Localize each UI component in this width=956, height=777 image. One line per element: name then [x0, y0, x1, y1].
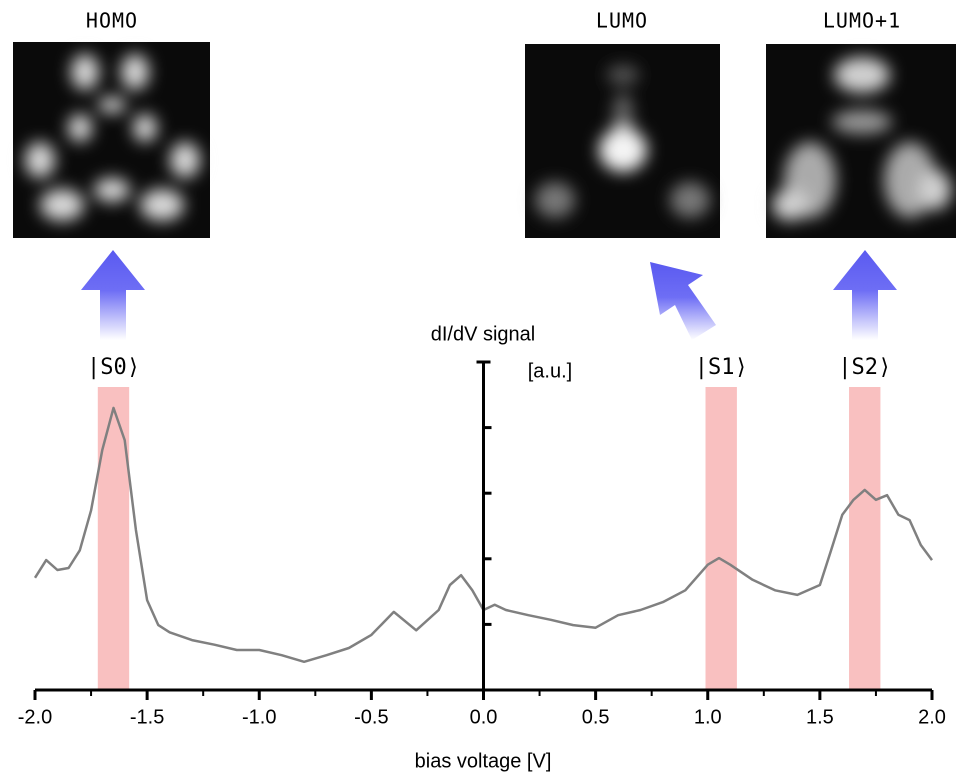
x-tick-label: 0.0 — [470, 706, 498, 728]
band — [849, 387, 881, 690]
y-axis-label: dI/dV signal — [431, 323, 536, 345]
band-label: |S2⟩ — [838, 355, 891, 380]
x-tick-label: 1.5 — [806, 706, 834, 728]
x-tick-label: -1.5 — [130, 706, 164, 728]
lumo-image — [525, 44, 720, 238]
x-axis-label: bias voltage [V] — [415, 750, 552, 772]
x-tick-label: 1.0 — [694, 706, 722, 728]
lumo1-image — [766, 44, 956, 238]
plot: -2.0 -1.5 -1.0 -0.5 0.0 0.5 1.0 1.5 2.0 — [18, 360, 946, 728]
orbital-label: HOMO — [86, 9, 138, 33]
band-label: |S0⟩ — [87, 355, 140, 380]
arrows — [81, 250, 897, 340]
x-tick-label: 0.5 — [582, 706, 610, 728]
orbital-label: LUMO — [596, 9, 648, 33]
spectrum-line — [33, 406, 934, 664]
y-axis-unit: [a.u.] — [528, 360, 572, 382]
band — [705, 387, 737, 690]
x-tick-label: -1.0 — [242, 706, 276, 728]
bands: |S0⟩ |S1⟩ |S2⟩ — [87, 355, 891, 690]
orbital-label: LUMO+1 — [823, 9, 901, 33]
band-label: |S1⟩ — [695, 355, 748, 380]
x-tick-label: 2.0 — [918, 706, 946, 728]
x-tick-label: -0.5 — [354, 706, 388, 728]
band — [97, 387, 130, 690]
homo-image — [13, 42, 210, 238]
x-tick-label: -2.0 — [18, 706, 52, 728]
